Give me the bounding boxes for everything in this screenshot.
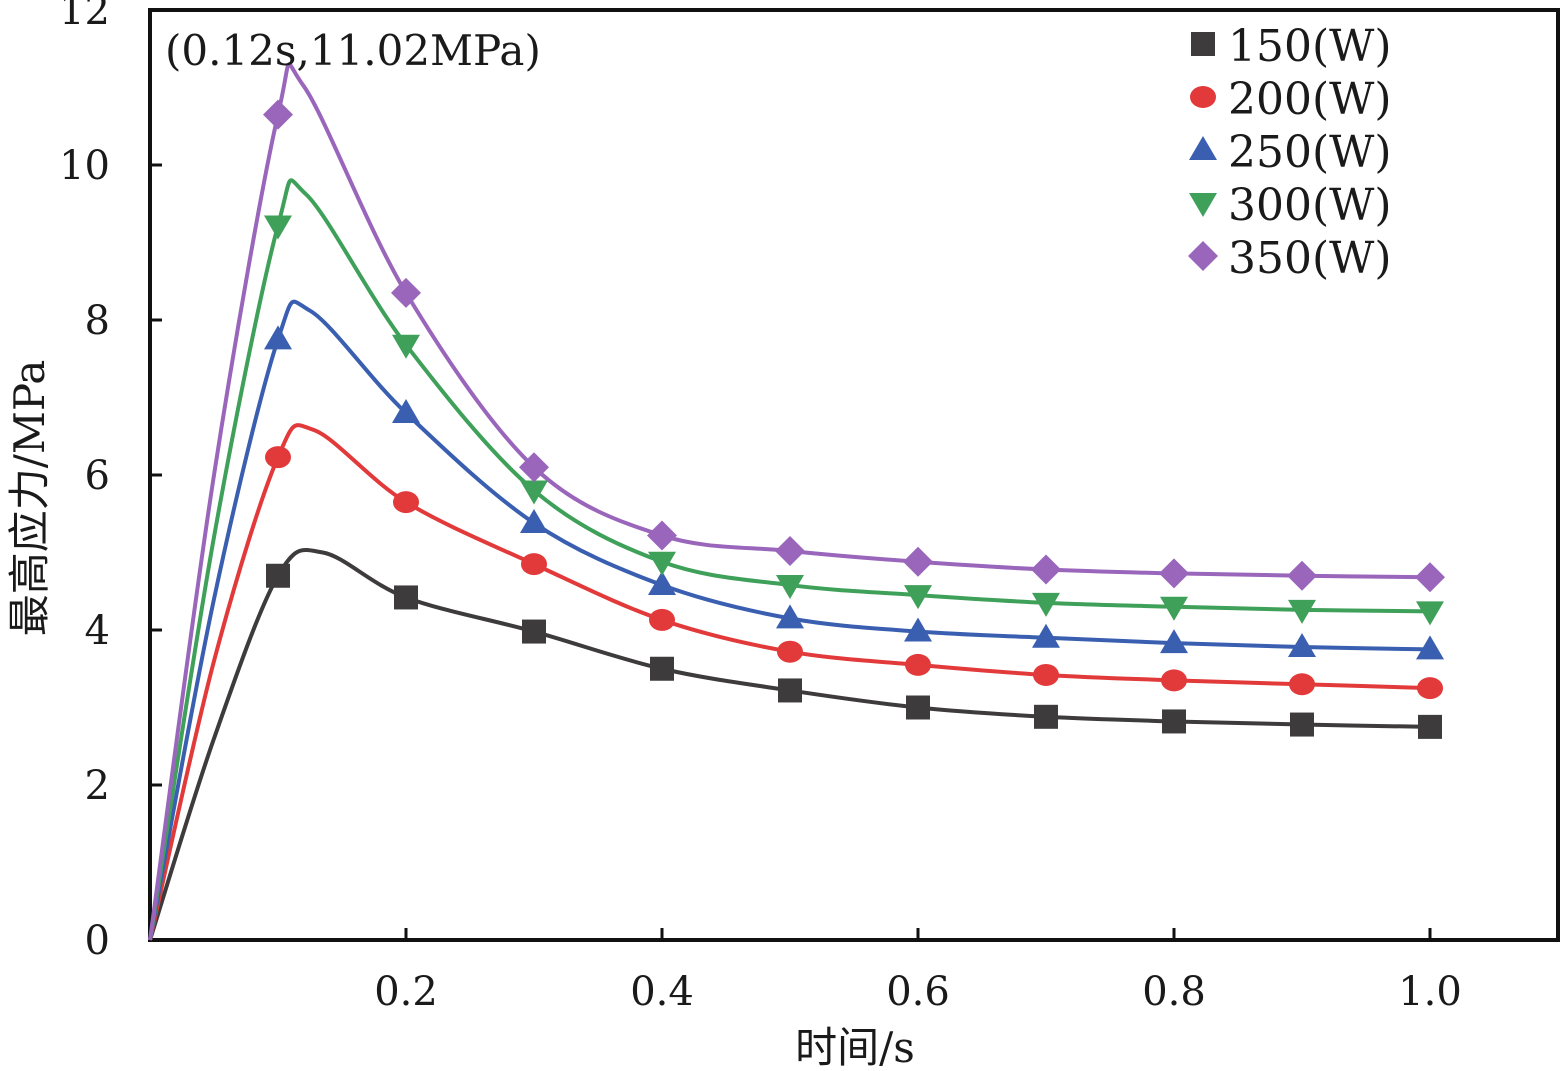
x-tick-label: 0.6 bbox=[886, 969, 950, 1015]
data-point-350w bbox=[391, 277, 421, 308]
y-tick-label: 6 bbox=[85, 453, 110, 499]
data-point-300w bbox=[904, 585, 932, 610]
data-point-150w bbox=[522, 619, 546, 644]
data-point-250w bbox=[264, 325, 292, 350]
data-point-200w bbox=[1161, 669, 1187, 692]
data-point-350w bbox=[519, 452, 549, 483]
data-point-150w bbox=[1290, 712, 1314, 737]
data-point-250w bbox=[1416, 635, 1444, 660]
data-point-350w bbox=[1159, 558, 1189, 589]
data-point-150w bbox=[266, 563, 290, 588]
y-axis-title: 最高应力/MPa bbox=[5, 360, 54, 637]
data-point-250w bbox=[904, 617, 932, 642]
x-axis-title: 时间/s bbox=[795, 1023, 915, 1071]
data-point-250w bbox=[648, 571, 676, 596]
data-point-300w bbox=[1416, 601, 1444, 626]
legend-marker-250w bbox=[1189, 136, 1217, 160]
data-point-150w bbox=[1162, 709, 1186, 734]
data-point-150w bbox=[1418, 714, 1442, 739]
data-point-150w bbox=[778, 678, 802, 703]
data-point-300w bbox=[648, 551, 676, 576]
data-point-250w bbox=[1288, 633, 1316, 658]
data-point-350w bbox=[263, 99, 293, 130]
data-point-150w bbox=[650, 656, 674, 681]
data-point-200w bbox=[521, 553, 547, 576]
legend-marker-150w bbox=[1191, 32, 1215, 56]
data-point-350w bbox=[775, 535, 805, 566]
y-tick-label: 2 bbox=[85, 763, 110, 809]
y-tick-label: 4 bbox=[85, 608, 110, 654]
data-point-200w bbox=[265, 446, 291, 469]
series-line-350w bbox=[148, 62, 1431, 941]
data-point-200w bbox=[393, 491, 419, 514]
data-point-300w bbox=[520, 480, 548, 505]
data-point-350w bbox=[903, 546, 933, 577]
data-point-350w bbox=[1287, 560, 1317, 591]
data-point-300w bbox=[392, 334, 420, 359]
y-tick-label: 10 bbox=[59, 143, 110, 189]
data-point-150w bbox=[906, 695, 930, 720]
x-tick-label: 0.8 bbox=[1142, 969, 1206, 1015]
legend-marker-350w bbox=[1188, 241, 1218, 271]
data-point-200w bbox=[1289, 673, 1315, 696]
data-point-350w bbox=[1031, 554, 1061, 585]
legend-marker-200w bbox=[1190, 86, 1216, 108]
series-line-250w bbox=[148, 299, 1431, 941]
data-point-300w bbox=[1160, 596, 1188, 621]
data-point-300w bbox=[1032, 592, 1060, 617]
data-point-200w bbox=[905, 653, 931, 676]
data-point-300w bbox=[776, 575, 804, 600]
data-point-150w bbox=[394, 585, 418, 610]
data-point-300w bbox=[264, 215, 292, 240]
legend-label-250w: 250(W) bbox=[1228, 127, 1392, 178]
data-point-350w bbox=[647, 520, 677, 551]
peak-annotation: (0.12s,11.02MPa) bbox=[165, 26, 541, 75]
series-line-300w bbox=[148, 178, 1431, 941]
data-point-200w bbox=[777, 640, 803, 663]
data-point-150w bbox=[1034, 704, 1058, 729]
data-point-200w bbox=[649, 608, 675, 631]
y-tick-label: 8 bbox=[85, 298, 110, 344]
data-point-250w bbox=[520, 509, 548, 534]
x-tick-label: 1.0 bbox=[1398, 969, 1462, 1015]
data-point-250w bbox=[776, 604, 804, 629]
data-point-250w bbox=[1032, 623, 1060, 648]
x-tick-label: 0.2 bbox=[374, 969, 438, 1015]
legend-label-200w: 200(W) bbox=[1228, 74, 1392, 125]
x-tick-label: 0.4 bbox=[630, 969, 694, 1015]
data-point-200w bbox=[1033, 663, 1059, 686]
data-point-200w bbox=[1417, 677, 1443, 700]
data-point-250w bbox=[392, 399, 420, 423]
legend-marker-300w bbox=[1189, 193, 1217, 217]
data-point-350w bbox=[1415, 562, 1445, 593]
y-tick-label: 12 bbox=[59, 0, 110, 34]
legend-label-150w: 150(W) bbox=[1228, 21, 1392, 72]
y-tick-label: 0 bbox=[85, 918, 110, 964]
legend-label-300w: 300(W) bbox=[1228, 180, 1392, 231]
data-point-250w bbox=[1160, 629, 1188, 654]
data-point-300w bbox=[1288, 599, 1316, 624]
legend-label-350w: 350(W) bbox=[1228, 233, 1392, 284]
